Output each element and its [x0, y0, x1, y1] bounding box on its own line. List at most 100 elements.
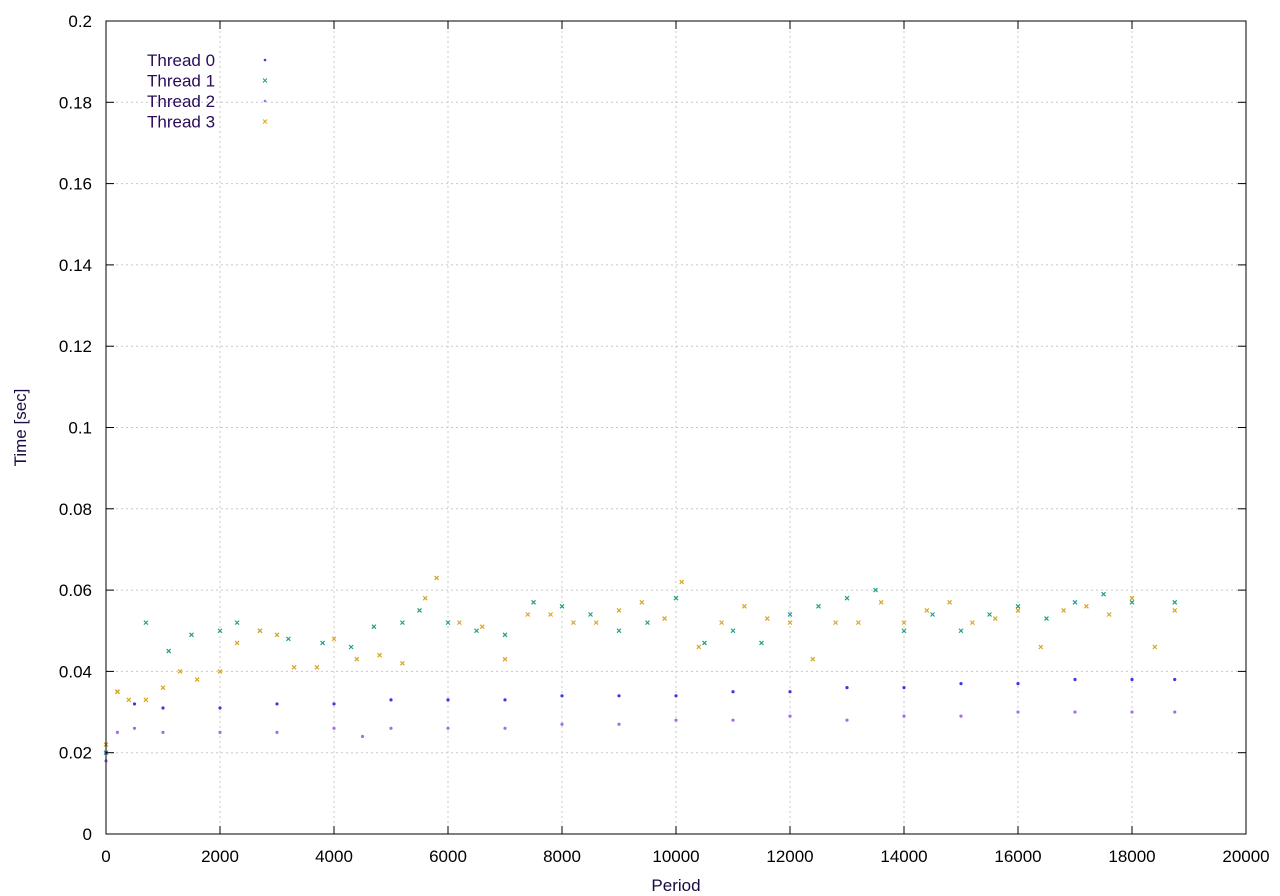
data-point: [548, 612, 554, 617]
series-thread-3: [103, 575, 1178, 747]
x-tick-label: 6000: [429, 847, 467, 866]
data-point: [1129, 599, 1135, 605]
data-point: [616, 628, 622, 634]
legend-label: Thread 2: [147, 92, 215, 111]
data-point: [479, 624, 485, 630]
data-point: [1061, 608, 1067, 613]
data-point: [593, 620, 599, 626]
data-point: [417, 608, 422, 613]
y-tick-label: 0.02: [59, 744, 92, 763]
data-point: [845, 718, 849, 722]
series-thread-2: [104, 710, 1177, 763]
data-point: [275, 702, 279, 706]
data-point: [559, 603, 565, 609]
data-point: [331, 636, 337, 642]
data-point: [377, 652, 383, 658]
data-point: [873, 587, 878, 593]
data-point: [731, 690, 735, 694]
data-point: [902, 714, 906, 718]
y-tick-label: 0: [83, 825, 92, 844]
data-point: [1172, 599, 1178, 605]
data-point: [1173, 677, 1177, 682]
data-point: [969, 620, 975, 626]
data-point: [1015, 608, 1021, 613]
data-point: [674, 694, 678, 698]
legend-label: Thread 1: [147, 72, 215, 91]
data-point: [844, 595, 850, 601]
data-point: [234, 640, 240, 646]
data-point: [194, 677, 200, 682]
legend-marker: [262, 119, 268, 124]
data-point: [816, 603, 821, 609]
data-point: [787, 620, 793, 626]
grid: [106, 21, 1246, 834]
data-point: [348, 644, 354, 650]
data-point: [1152, 644, 1158, 650]
y-tick-label: 0.06: [59, 581, 92, 600]
data-point: [132, 726, 137, 730]
data-point: [456, 620, 462, 626]
data-point: [217, 668, 223, 674]
data-point: [1101, 591, 1106, 597]
data-point: [332, 726, 336, 730]
data-point: [389, 726, 393, 730]
data-point: [1016, 681, 1020, 686]
data-point: [959, 714, 963, 718]
data-point: [992, 616, 998, 621]
data-point: [719, 620, 725, 626]
data-point: [114, 689, 120, 695]
data-point: [788, 690, 792, 694]
tick-labels: 0 2000 4000 6000 8000 10000 12000 14000 16000 180…: [59, 12, 1270, 866]
data-point: [143, 620, 149, 626]
y-axis-label: Time [sec]: [11, 389, 30, 467]
y-tick-label: 0.2: [68, 12, 92, 31]
data-point: [1038, 644, 1044, 650]
y-tick-label: 0.1: [68, 419, 92, 438]
data-point: [234, 620, 240, 626]
data-point: [446, 726, 450, 730]
data-point: [389, 698, 393, 702]
data-point: [285, 636, 291, 642]
data-point: [958, 628, 964, 634]
data-point: [616, 608, 622, 613]
legend-marker: [263, 99, 267, 103]
data-point: [810, 656, 816, 662]
data-point: [731, 718, 735, 722]
data-point: [525, 612, 531, 617]
data-point: [291, 664, 297, 670]
data-point: [1044, 616, 1049, 621]
data-point: [1130, 710, 1134, 714]
legend-marker: [263, 58, 267, 62]
data-point: [588, 612, 593, 617]
data-points: [103, 575, 1178, 763]
data-point: [446, 698, 450, 702]
data-point: [902, 686, 906, 690]
data-point: [399, 660, 405, 666]
data-point: [502, 656, 508, 662]
axis-ticks: [105, 20, 1247, 835]
data-point: [679, 579, 685, 585]
data-point: [570, 620, 576, 626]
data-point: [1016, 710, 1020, 714]
data-point: [1173, 710, 1177, 714]
data-point: [959, 681, 963, 686]
y-tick-label: 0.18: [59, 93, 92, 112]
y-tick-label: 0.14: [59, 256, 92, 275]
data-point: [434, 575, 440, 581]
data-point: [1130, 677, 1134, 682]
data-point: [320, 640, 326, 646]
x-tick-label: 12000: [766, 847, 813, 866]
data-point: [947, 599, 953, 605]
x-tick-label: 20000: [1222, 847, 1269, 866]
x-tick-label: 10000: [652, 847, 699, 866]
x-tick-label: 4000: [315, 847, 353, 866]
legend-marker: [262, 78, 268, 83]
data-point: [354, 656, 360, 662]
data-point: [741, 603, 747, 609]
data-point: [474, 628, 479, 634]
data-point: [399, 620, 405, 626]
data-point: [1073, 710, 1077, 714]
x-tick-label: 14000: [880, 847, 927, 866]
